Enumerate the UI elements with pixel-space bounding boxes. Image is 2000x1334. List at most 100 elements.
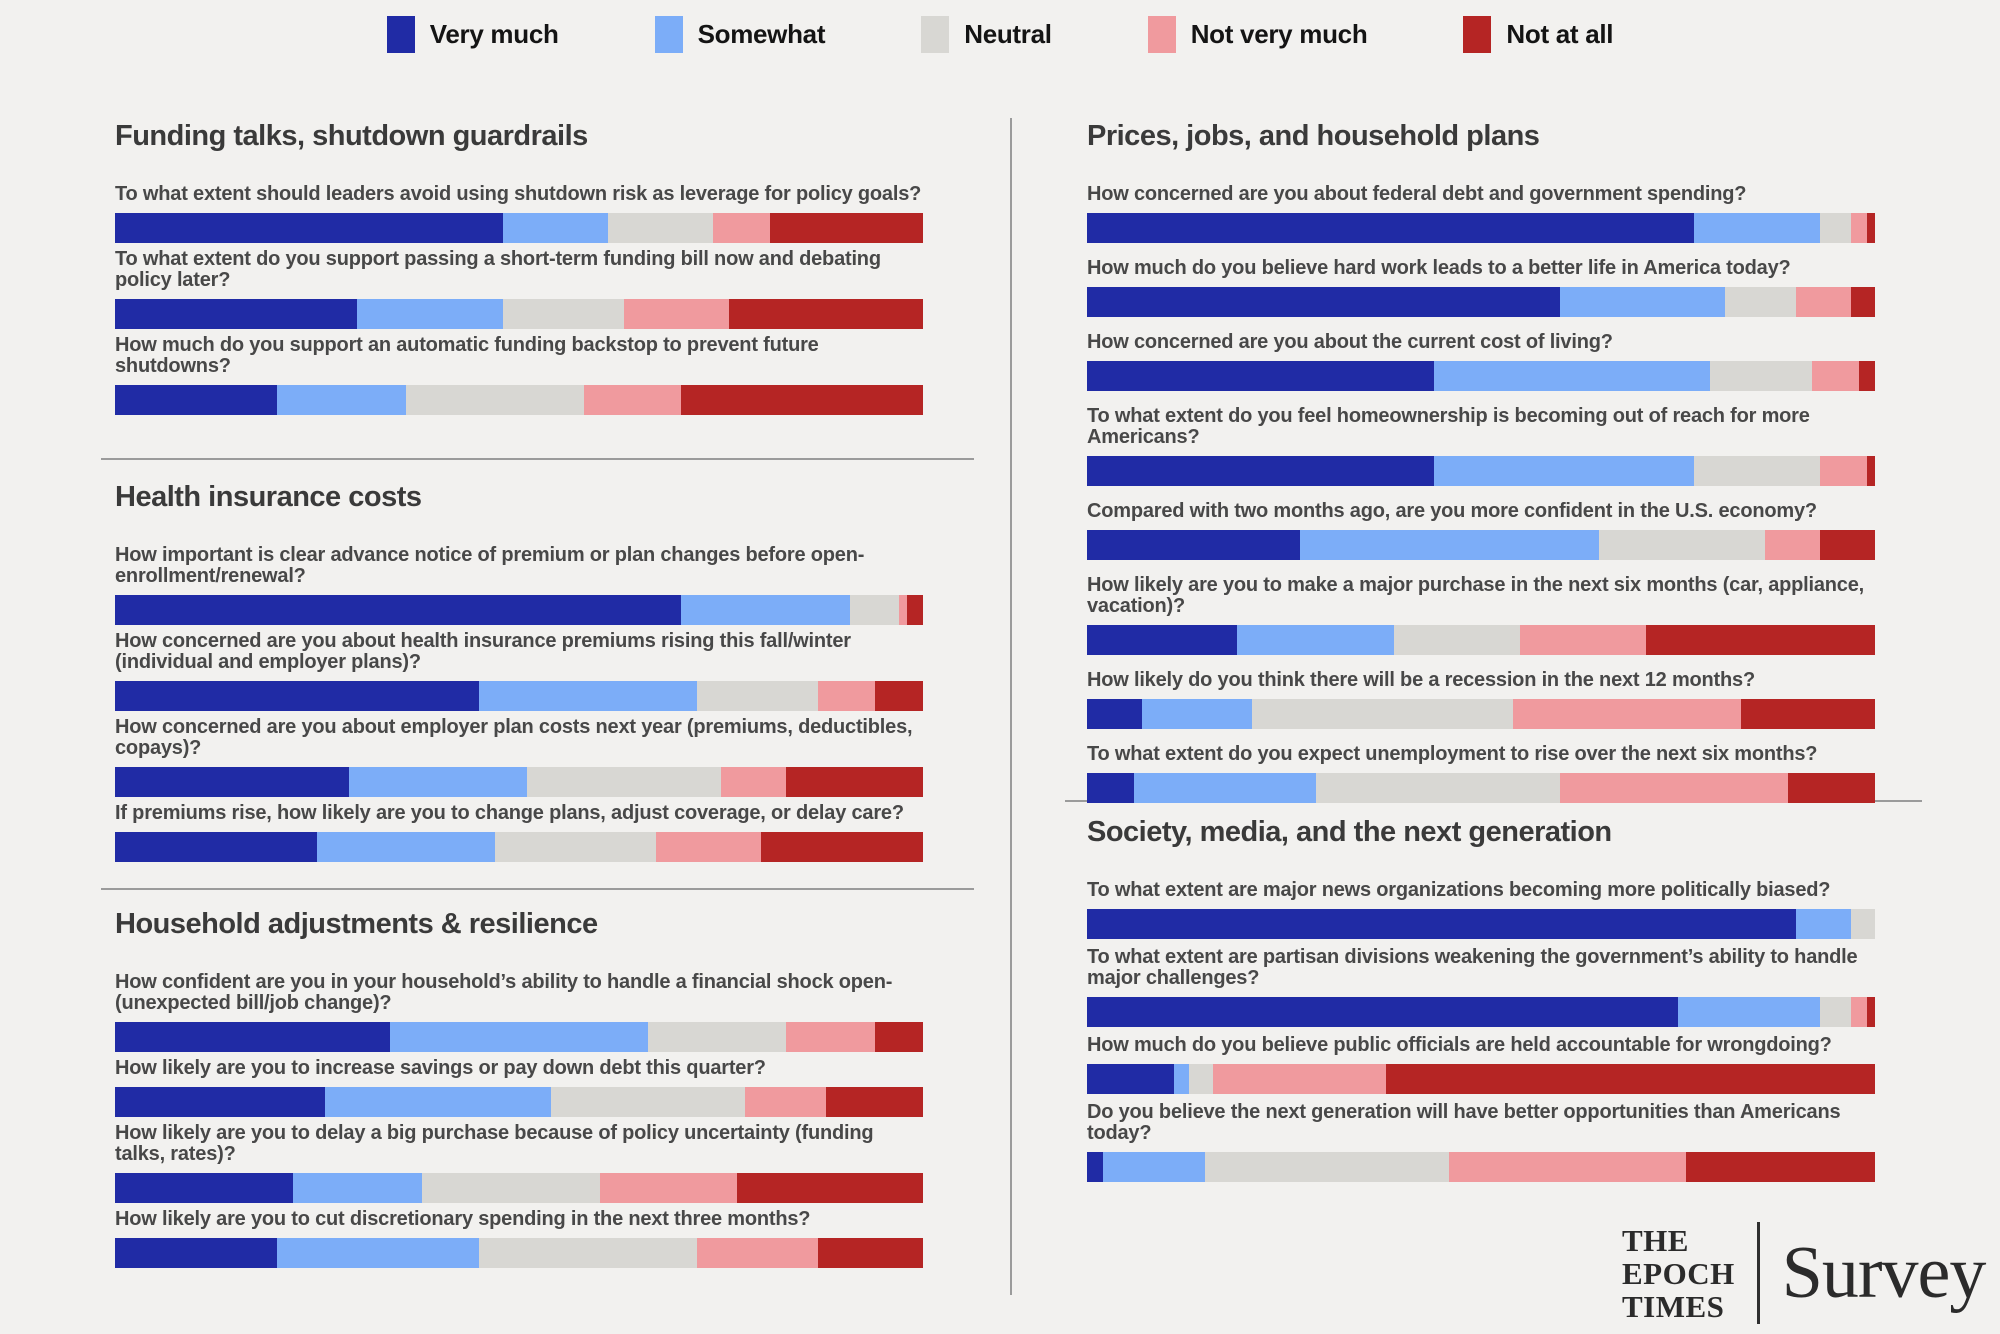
question-block: How important is clear advance notice of… bbox=[115, 545, 923, 625]
segment-neutral bbox=[422, 1173, 600, 1203]
question-block: How likely are you to increase savings o… bbox=[115, 1058, 923, 1117]
section-left-2: Household adjustments & resilience How co… bbox=[115, 908, 924, 1274]
question-block: To what extent are partisan divisions we… bbox=[1087, 947, 1875, 1027]
segment-not-very-much bbox=[1851, 997, 1868, 1027]
section-title: Prices, jobs, and household plans bbox=[1087, 120, 1540, 152]
segment-very-much bbox=[1087, 1064, 1174, 1094]
segment-very-much bbox=[115, 681, 479, 711]
segment-very-much bbox=[1087, 361, 1434, 391]
stacked-bar bbox=[1087, 456, 1875, 486]
question-block: How confident are you in your household’… bbox=[115, 972, 923, 1052]
segment-somewhat bbox=[1433, 456, 1694, 486]
stacked-bar bbox=[115, 832, 923, 862]
question-label: To what extent are partisan divisions we… bbox=[1087, 946, 1858, 989]
legend-label: Somewhat bbox=[697, 19, 826, 49]
question-block: How concerned are you about health insur… bbox=[115, 631, 923, 711]
stacked-bar bbox=[1087, 625, 1875, 655]
legend-label: Very much bbox=[429, 19, 559, 49]
segment-neutral bbox=[405, 385, 584, 415]
legend-swatch-icon bbox=[1463, 16, 1492, 53]
legend-item: Neutral bbox=[921, 16, 1052, 53]
segment-neutral bbox=[1725, 287, 1797, 317]
publisher-logo: THE EPOCH TIMES Survey bbox=[1622, 1222, 1987, 1324]
segment-not-at-all bbox=[1685, 1152, 1876, 1182]
question-block: To what extent are major news organizati… bbox=[1087, 880, 1875, 939]
segment-neutral bbox=[527, 767, 721, 797]
stacked-bar bbox=[1087, 997, 1875, 1027]
segment-not-at-all bbox=[906, 595, 923, 625]
segment-neutral bbox=[1205, 1152, 1450, 1182]
segment-very-much bbox=[115, 1173, 293, 1203]
stacked-bar bbox=[115, 213, 924, 243]
stacked-bar bbox=[1087, 287, 1875, 317]
question-block: How likely are you to delay a big purcha… bbox=[115, 1123, 924, 1203]
segment-not-at-all bbox=[680, 385, 923, 415]
survey-wordmark: Survey bbox=[1781, 1231, 1987, 1314]
divider-vertical bbox=[1010, 118, 1012, 1295]
question-label: To what extent do you support passing a … bbox=[115, 248, 881, 291]
segment-somewhat bbox=[325, 1087, 552, 1117]
question-block: How much do you support an automatic fun… bbox=[115, 335, 923, 415]
segment-not-very-much bbox=[583, 385, 681, 415]
segment-neutral bbox=[1599, 530, 1765, 560]
segment-not-very-much bbox=[1764, 530, 1820, 560]
question-block: How likely are you to cut discretionary … bbox=[115, 1209, 923, 1268]
segment-somewhat bbox=[1102, 1152, 1206, 1182]
question-block: How much do you believe hard work leads … bbox=[1087, 258, 1875, 317]
segment-very-much bbox=[115, 299, 358, 329]
legend-item: Not at all bbox=[1463, 16, 1614, 53]
segment-very-much bbox=[1087, 699, 1143, 729]
segment-very-much bbox=[115, 832, 317, 862]
segment-not-at-all bbox=[1867, 997, 1875, 1027]
stacked-bar bbox=[115, 1022, 923, 1052]
stacked-bar bbox=[115, 767, 923, 797]
segment-somewhat bbox=[1678, 997, 1820, 1027]
segment-very-much bbox=[115, 213, 503, 243]
stacked-bar bbox=[1087, 909, 1875, 939]
stacked-bar bbox=[1087, 1064, 1876, 1094]
segment-very-much bbox=[115, 1238, 277, 1268]
segment-not-very-much bbox=[721, 767, 786, 797]
segment-somewhat bbox=[349, 767, 528, 797]
segment-not-very-much bbox=[696, 1238, 818, 1268]
segment-somewhat bbox=[1236, 625, 1395, 655]
segment-somewhat bbox=[1173, 1064, 1190, 1094]
question-label: If premiums rise, how likely are you to … bbox=[115, 802, 904, 824]
segment-not-at-all bbox=[761, 832, 923, 862]
segment-not-very-much bbox=[745, 1087, 827, 1117]
segment-neutral bbox=[1709, 361, 1812, 391]
legend-label: Neutral bbox=[964, 19, 1052, 49]
segment-not-at-all bbox=[1386, 1064, 1876, 1094]
section-title: Society, media, and the next generation bbox=[1087, 816, 1612, 848]
question-label: How concerned are you about employer pla… bbox=[115, 716, 913, 759]
question-label: How likely are you to cut discretionary … bbox=[115, 1208, 811, 1230]
segment-very-much bbox=[1087, 773, 1135, 803]
segment-somewhat bbox=[1134, 773, 1316, 803]
question-block: To what extent do you support passing a … bbox=[115, 248, 924, 329]
question-label: How concerned are you about the current … bbox=[1087, 331, 1613, 353]
question-label: How concerned are you about health insur… bbox=[115, 630, 851, 673]
question-label: How likely are you to increase savings o… bbox=[115, 1057, 766, 1079]
stacked-bar bbox=[115, 1238, 923, 1268]
divider-left-1 bbox=[101, 458, 974, 460]
segment-neutral bbox=[696, 681, 818, 711]
segment-not-at-all bbox=[1851, 287, 1875, 317]
segment-not-at-all bbox=[1867, 213, 1875, 243]
stacked-bar bbox=[1087, 773, 1875, 803]
segment-very-much bbox=[115, 385, 277, 415]
legend-swatch-icon bbox=[654, 16, 683, 53]
segment-very-much bbox=[1087, 213, 1694, 243]
segment-not-at-all bbox=[729, 299, 924, 329]
question-block: To what extent do you expect unemploymen… bbox=[1087, 744, 1875, 803]
segment-not-very-much bbox=[898, 595, 907, 625]
segment-very-much bbox=[1087, 287, 1560, 317]
segment-not-at-all bbox=[874, 681, 923, 711]
segment-somewhat bbox=[357, 299, 503, 329]
question-label: To what extent do you expect unemploymen… bbox=[1087, 743, 1818, 765]
segment-somewhat bbox=[502, 213, 608, 243]
legend-swatch-icon bbox=[1147, 16, 1176, 53]
segment-somewhat bbox=[680, 595, 851, 625]
segment-very-much bbox=[1087, 625, 1237, 655]
segment-neutral bbox=[1851, 909, 1875, 939]
segment-very-much bbox=[115, 595, 681, 625]
